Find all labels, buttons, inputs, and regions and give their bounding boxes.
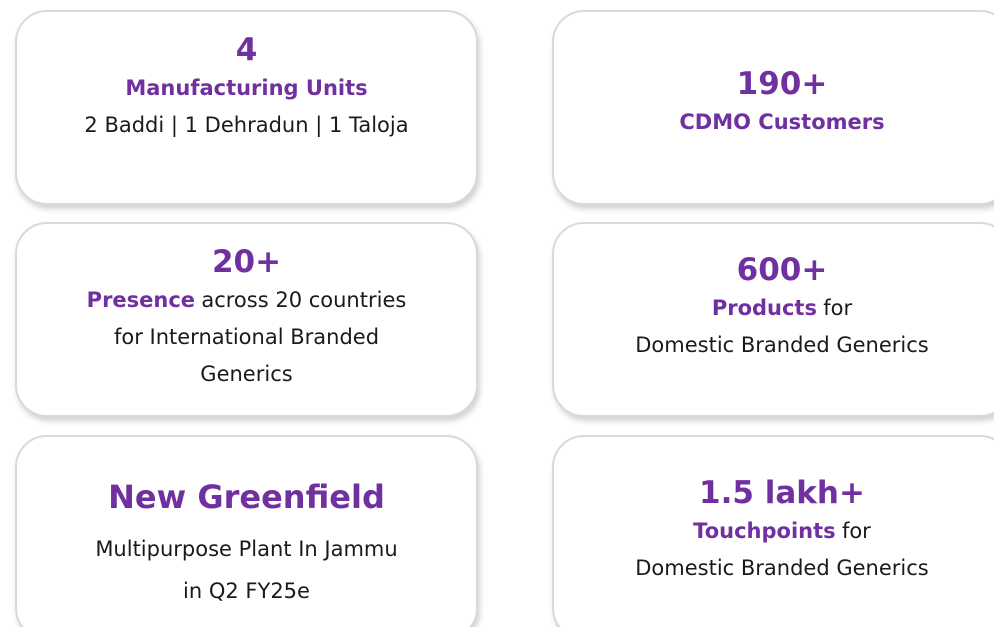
card-headline: 1.5 lakh+ <box>699 475 865 511</box>
card-line: Products for <box>712 290 852 327</box>
highlight-label: Products <box>711 296 817 320</box>
card-line: Multipurpose Plant In Jammu <box>95 527 397 571</box>
card-headline: 600+ <box>736 252 828 288</box>
card-line: Manufacturing Units <box>125 70 367 107</box>
card-line: CDMO Customers <box>679 104 884 141</box>
card-line: Generics <box>200 356 292 393</box>
stat-card: 190+ CDMO Customers <box>552 10 994 205</box>
line-text: Domestic Branded Generics <box>635 333 929 357</box>
card-headline: 190+ <box>736 66 828 102</box>
highlight-label: CDMO Customers <box>679 110 885 134</box>
line-text: Domestic Branded Generics <box>635 556 929 580</box>
line-text: for <box>823 296 853 320</box>
line-text: in Q2 FY25e <box>183 579 310 603</box>
card-line: Presence across 20 countries <box>87 282 407 319</box>
card-line: Touchpoints for <box>693 513 871 550</box>
line-text: Multipurpose Plant In Jammu <box>95 537 398 561</box>
card-line: in Q2 FY25e <box>183 571 310 611</box>
stat-card: 20+ Presence across 20 countries for Intern… <box>15 222 478 417</box>
line-text: for <box>841 519 871 543</box>
highlight-label: Presence <box>86 288 196 312</box>
card-line: 2 Baddi | 1 Dehradun | 1 Taloja <box>84 107 408 144</box>
stat-card: 1.5 lakh+ Touchpoints for Domestic Branded … <box>552 435 994 627</box>
stat-card: 4 Manufacturing Units 2 Baddi | 1 Dehradun… <box>15 10 478 205</box>
line-text: for International Branded <box>113 325 380 349</box>
stat-card: 600+ Products for Domestic Branded Generics <box>552 222 994 417</box>
card-line: Domestic Branded Generics <box>635 550 928 587</box>
highlight-label: Manufacturing Units <box>125 76 368 100</box>
line-text: 2 Baddi | 1 Dehradun | 1 Taloja <box>84 113 409 137</box>
card-headline: 20+ <box>211 244 282 280</box>
stat-card: New Greenfield Multipurpose Plant In Jamm… <box>15 435 478 627</box>
highlight-label: Touchpoints <box>693 519 836 543</box>
card-line: Domestic Branded Generics <box>635 327 928 364</box>
line-text: across 20 countries <box>201 288 407 312</box>
card-headline: New Greenfield <box>108 478 385 516</box>
card-line: for International Branded <box>114 319 379 356</box>
card-headline: 4 <box>235 32 258 68</box>
line-text: Generics <box>200 362 293 386</box>
